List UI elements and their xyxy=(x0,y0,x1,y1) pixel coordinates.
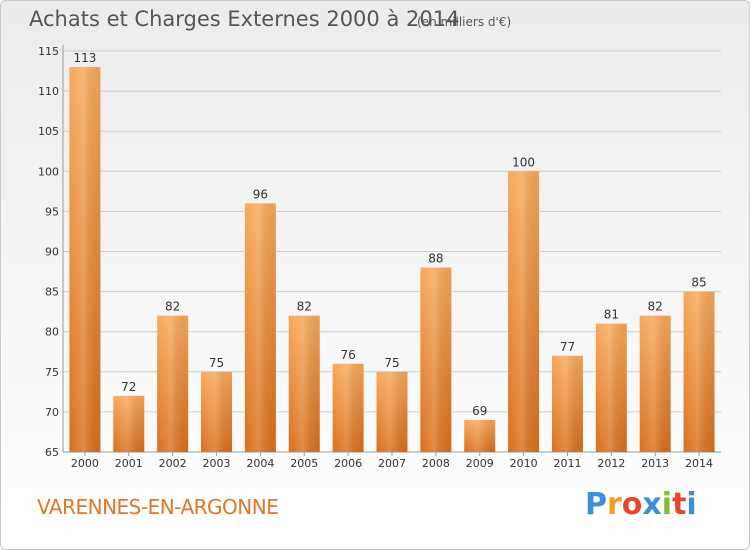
logo-letter: t xyxy=(672,487,687,522)
place-name: VARENNES-EN-ARGONNE xyxy=(37,495,279,519)
y-tick-label: 80 xyxy=(45,326,59,339)
bar-shine xyxy=(244,203,276,452)
data-label: 82 xyxy=(297,300,312,314)
x-tick-label: 2013 xyxy=(641,457,669,470)
bar-shine xyxy=(508,171,540,453)
logo-letter: i xyxy=(686,487,697,522)
bar-shine xyxy=(157,315,189,452)
logo-letter: x xyxy=(642,487,662,522)
bar-shine xyxy=(639,315,671,452)
data-label: 85 xyxy=(691,276,706,290)
data-label: 72 xyxy=(121,380,136,394)
data-labels: 113 72 82 75 96 82 76 75 88 69 100 77 81 82 85 xyxy=(73,51,706,418)
y-tick-label: 95 xyxy=(45,205,59,218)
bar-shine xyxy=(69,67,101,452)
y-tick-label: 65 xyxy=(45,446,59,459)
data-label: 75 xyxy=(209,356,224,370)
y-tick-label: 75 xyxy=(45,366,59,379)
data-label: 77 xyxy=(560,340,575,354)
logo-letter: P xyxy=(585,487,607,522)
data-label: 113 xyxy=(73,51,96,65)
logo-letter: r xyxy=(607,487,622,522)
bar-shine xyxy=(201,371,233,452)
data-label: 82 xyxy=(165,300,180,314)
x-tick-label: 2002 xyxy=(159,457,187,470)
data-label: 82 xyxy=(648,300,663,314)
data-label: 100 xyxy=(512,155,535,169)
bar-shine xyxy=(288,315,320,452)
x-tick-label: 2010 xyxy=(510,457,538,470)
data-label: 75 xyxy=(384,356,399,370)
x-tick-label: 2000 xyxy=(71,457,99,470)
bar-shine xyxy=(464,419,496,452)
bar-shine xyxy=(683,291,715,452)
data-label: 76 xyxy=(340,348,355,362)
x-tick-label: 2009 xyxy=(466,457,494,470)
x-tick-label: 2004 xyxy=(246,457,274,470)
y-tick-label: 115 xyxy=(38,45,59,58)
bar-shine xyxy=(420,267,452,452)
bars xyxy=(69,67,715,453)
axes: 65 70 75 80 85 90 95 100 105 110 115 2000 2001 2002 20… xyxy=(38,45,721,470)
bar-shine xyxy=(551,355,583,452)
logo-letter: i xyxy=(661,487,673,522)
x-tick-label: 2011 xyxy=(553,457,581,470)
y-tick-label: 100 xyxy=(38,165,59,178)
data-label: 88 xyxy=(428,252,443,266)
y-tick-label: 85 xyxy=(45,286,59,299)
y-tick-label: 70 xyxy=(45,406,59,419)
x-tick-label: 2006 xyxy=(334,457,362,470)
data-label: 96 xyxy=(253,187,268,201)
data-label: 81 xyxy=(604,308,619,322)
proxiti-logo: Proxiti xyxy=(585,487,697,522)
x-tick-label: 2012 xyxy=(597,457,625,470)
y-tick-label: 110 xyxy=(38,85,59,98)
x-tick-label: 2014 xyxy=(685,457,713,470)
x-tick-label: 2008 xyxy=(422,457,450,470)
x-tick-label: 2005 xyxy=(290,457,318,470)
x-tick-label: 2007 xyxy=(378,457,406,470)
x-tick-label: 2001 xyxy=(115,457,143,470)
logo-letter: o xyxy=(621,487,643,522)
y-tick-label: 90 xyxy=(45,246,59,259)
bar-shine xyxy=(376,371,408,452)
data-label: 69 xyxy=(472,404,487,418)
chart-title: Achats et Charges Externes 2000 à 2014 xyxy=(29,7,460,31)
bar-shine xyxy=(332,363,364,452)
y-tick-label: 105 xyxy=(38,125,59,138)
chart-subtitle: (en milliers d'€) xyxy=(417,15,512,29)
x-tick-label: 2003 xyxy=(203,457,231,470)
bar-shine xyxy=(113,395,145,452)
bar-shine xyxy=(595,323,627,452)
